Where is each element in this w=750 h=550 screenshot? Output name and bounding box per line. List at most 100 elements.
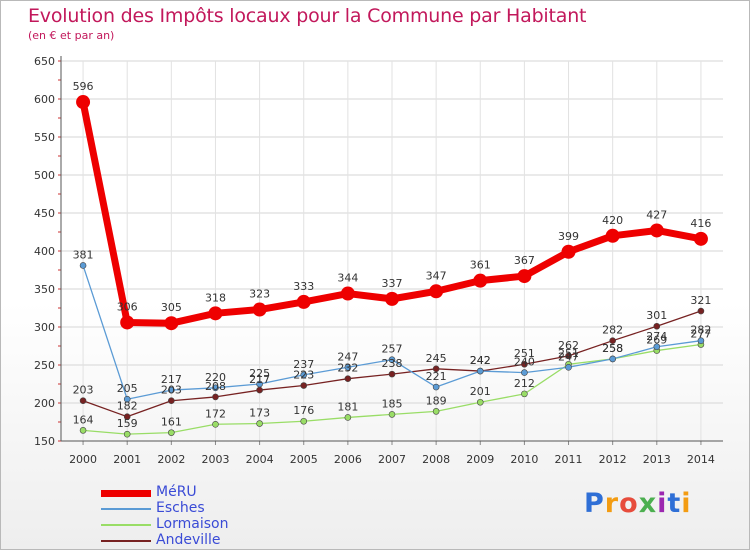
data-point (168, 397, 175, 405)
logo-letter: o (619, 488, 639, 519)
logo-letter: r (604, 488, 620, 519)
data-label: 161 (161, 416, 182, 429)
data-point (212, 420, 219, 428)
data-point (120, 315, 135, 330)
data-point (256, 420, 263, 427)
data-label: 301 (646, 309, 667, 322)
data-point (208, 306, 223, 321)
data-point (476, 367, 484, 375)
data-label: 203 (161, 384, 182, 397)
data-point (565, 363, 572, 371)
chart-title: Evolution des Impôts locaux pour la Comm… (28, 5, 587, 27)
data-label: 232 (337, 362, 358, 375)
data-point (561, 244, 576, 259)
data-label: 223 (293, 369, 314, 382)
data-point (212, 393, 219, 401)
data-point (609, 337, 616, 344)
logo-letter: x (638, 488, 658, 519)
data-point (653, 343, 661, 351)
data-point (123, 395, 131, 403)
data-point (565, 352, 572, 360)
y-tick-label: 300 (34, 321, 55, 334)
data-label: 220 (205, 371, 226, 384)
data-label: 420 (602, 214, 623, 227)
data-label: 237 (293, 358, 314, 371)
data-point (300, 371, 308, 379)
data-point (697, 307, 705, 315)
y-tick-label: 200 (34, 397, 55, 410)
data-label: 337 (382, 277, 403, 290)
data-label: 347 (426, 269, 447, 282)
data-label: 185 (382, 397, 403, 410)
legend-label: Andeville (156, 532, 221, 548)
data-label: 282 (690, 324, 711, 337)
data-point (605, 228, 620, 243)
data-point (212, 384, 219, 392)
legend-label: Esches (156, 500, 205, 516)
data-point (432, 365, 440, 373)
logo-letter: i (681, 488, 692, 519)
data-point (296, 294, 311, 309)
data-label: 257 (382, 343, 403, 356)
data-label: 251 (514, 347, 535, 360)
legend-label: MéRU (156, 484, 197, 500)
data-label: 416 (690, 217, 711, 230)
data-label: 173 (249, 407, 270, 420)
data-label: 399 (558, 230, 579, 243)
data-label: 277 (690, 327, 711, 340)
data-label: 182 (117, 400, 138, 413)
data-point (344, 414, 352, 421)
x-tick-label: 2003 (201, 453, 229, 466)
data-label: 251 (558, 347, 579, 360)
data-point (252, 302, 267, 317)
data-label: 242 (470, 354, 491, 367)
data-label: 225 (249, 367, 270, 380)
legend-label: Lormaison (156, 516, 229, 532)
x-tick-label: 2007 (378, 453, 406, 466)
x-tick-label: 2013 (643, 453, 671, 466)
axes: 150 200 250 300 350 400 450 500 550 600 650 2000 200… (34, 55, 723, 466)
x-tick-label: 2000 (69, 453, 97, 466)
x-tick-label: 2006 (334, 453, 362, 466)
data-label: 258 (602, 342, 623, 355)
data-label: 282 (602, 324, 623, 337)
data-point (300, 417, 308, 425)
data-point (432, 383, 440, 391)
data-label: 201 (470, 385, 491, 398)
data-point (432, 408, 440, 415)
y-tick-label: 600 (34, 93, 55, 106)
data-point (79, 427, 87, 434)
logo-letter: P (584, 488, 605, 519)
data-point (521, 390, 528, 398)
data-label: 164 (73, 413, 94, 426)
data-point (653, 322, 661, 330)
data-point (473, 273, 488, 288)
data-point (388, 370, 396, 378)
data-label: 159 (117, 417, 138, 430)
series-0 (76, 95, 708, 331)
data-label: 247 (558, 350, 579, 363)
data-label: 344 (337, 272, 358, 285)
proxiti-logo: Proxiti (584, 488, 692, 519)
x-tick-label: 2008 (422, 453, 450, 466)
data-point (429, 284, 444, 299)
legend-swatch (101, 508, 151, 510)
data-label: 427 (646, 208, 667, 221)
data-label: 217 (161, 373, 182, 386)
x-tick-label: 2014 (687, 453, 715, 466)
data-point (344, 375, 352, 382)
data-label: 318 (205, 291, 226, 304)
data-point (79, 262, 87, 269)
data-label: 242 (470, 354, 491, 367)
data-point (168, 386, 175, 394)
data-label: 323 (249, 288, 270, 301)
x-tick-label: 2001 (113, 453, 141, 466)
data-label: 212 (514, 377, 535, 390)
data-label: 596 (73, 80, 94, 93)
data-label: 245 (426, 352, 447, 365)
data-point (340, 286, 355, 301)
series-1 (79, 262, 705, 403)
